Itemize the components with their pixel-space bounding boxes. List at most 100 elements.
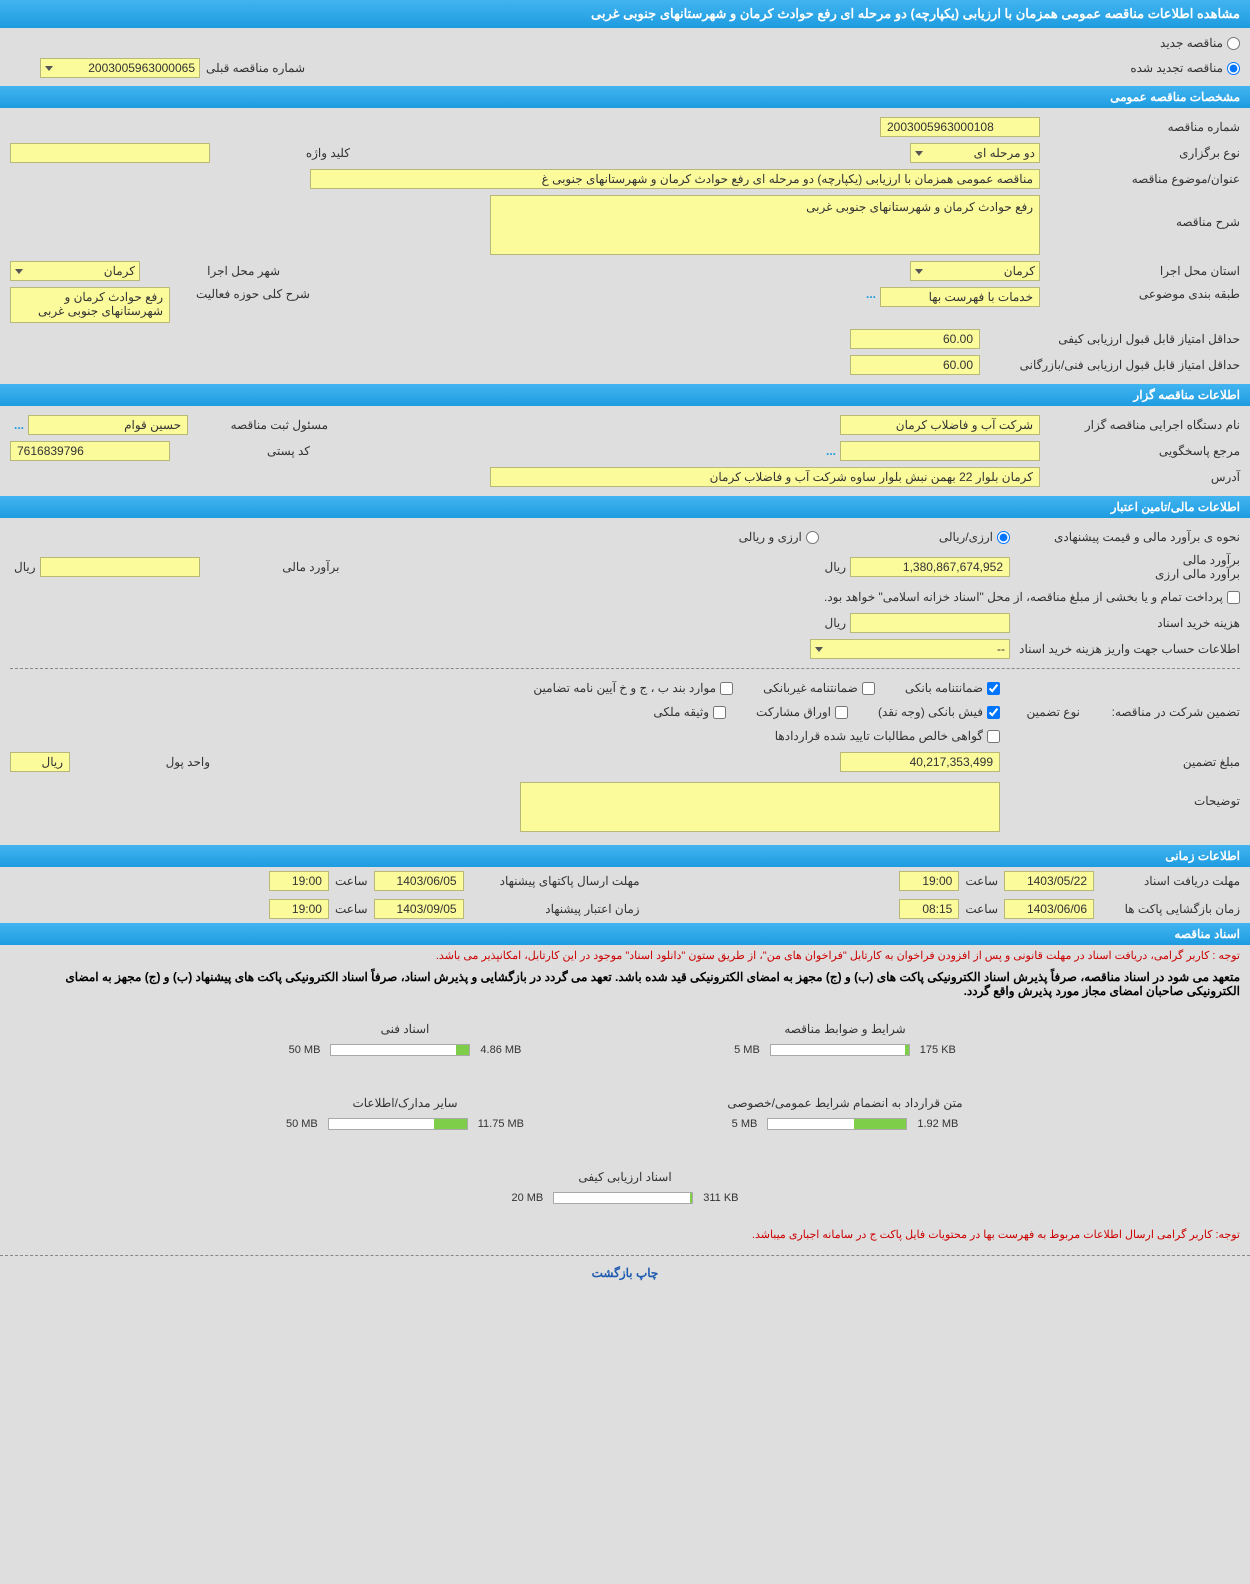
valid-date: 1403/09/05 [374,899,464,919]
open-label: زمان بازگشایی پاکت ها [1100,902,1240,916]
postal-field: 7616839796 [10,441,170,461]
type-label: نوع برگزاری [1040,146,1240,160]
chevron-down-icon [915,269,923,274]
radio-rial-label: ارزی/ریالی [939,530,993,544]
prev-number-value: 2003005963000065 [88,61,195,75]
file-block-4: اسناد ارزیابی کیفی 20 MB 311 KB [465,1170,785,1204]
currency-unit-label: واحد پول [70,755,210,769]
ref-field [840,441,1040,461]
city-select[interactable]: کرمان [10,261,140,281]
agency-label: نام دستگاه اجرایی مناقصه گزار [1040,418,1240,432]
cb-bank[interactable] [987,682,1000,695]
radio-new-tender[interactable] [1227,37,1240,50]
notice-3: توجه: کاربر گرامی ارسال اطلاعات مربوط به… [0,1224,1250,1245]
receive-time-label: ساعت [965,874,998,888]
prev-number-label: شماره مناقصه قبلی [206,61,305,75]
file-block-3: سایر مدارک/اطلاعات 50 MB 11.75 MB [245,1096,565,1130]
chevron-down-icon [915,151,923,156]
min-qual-field: 60.00 [850,329,980,349]
footer-print-back-link[interactable]: چاپ بازگشت [0,1255,1250,1290]
address-field: کرمان بلوار 22 بهمن نبش بلوار ساوه شرکت … [490,467,1040,487]
scope-label: شرح کلی حوزه فعالیت [170,287,310,301]
chevron-down-icon [45,66,53,71]
unit-rial-2: ریال [10,560,40,574]
file-max-0: 5 MB [734,1044,760,1056]
min-tech-label: حداقل امتیاز قابل قبول ارزیابی فنی/بازرگ… [980,358,1240,372]
cb-bonds-label: اوراق مشارکت [756,705,831,719]
category-field: خدمات با فهرست بها [880,287,1040,307]
account-select[interactable]: -- [810,639,1010,659]
guarantee-type-label: نوع تضمین [1000,705,1080,719]
cb-nonbank[interactable] [862,682,875,695]
est-rial-text: برآورد مالی [1183,553,1240,567]
section-general-header: مشخصات مناقصه عمومی [0,86,1250,108]
receive-label: مهلت دریافت اسناد [1100,874,1240,888]
section-docs-header: اسناد مناقصه [0,923,1250,945]
send-date: 1403/06/05 [374,871,464,891]
chevron-down-icon [15,269,23,274]
file-title-1: اسناد فنی [245,1022,565,1036]
valid-label: زمان اعتبار پیشنهاد [470,902,640,916]
valid-time: 19:00 [269,899,329,919]
city-value: کرمان [104,264,135,278]
account-value: -- [997,642,1005,656]
open-time-label: ساعت [965,902,998,916]
number-label: شماره مناقصه [1040,120,1240,134]
cb-items[interactable] [720,682,733,695]
register-dots-icon[interactable]: ... [10,418,28,432]
category-label: طبقه بندی موضوعی [1040,287,1240,301]
guarantee-label: تضمین شرکت در مناقصه: [1080,705,1240,719]
category-dots-icon[interactable]: ... [862,287,880,301]
file-title-2: متن قرارداد به انضمام شرایط عمومی/خصوصی [685,1096,1005,1110]
open-date: 1403/06/06 [1004,899,1094,919]
file-bar-2 [767,1118,907,1130]
ref-dots-icon[interactable]: ... [822,444,840,458]
account-label: اطلاعات حساب جهت واریز هزینه خرید اسناد [1010,642,1240,656]
cb-cash-label: فیش بانکی (وجه نقد) [878,705,983,719]
prev-number-select[interactable]: 2003005963000065 [40,58,200,78]
province-value: کرمان [1004,264,1035,278]
radio-renewed-tender[interactable] [1227,62,1240,75]
notice-1: توجه : کاربر گرامی، دریافت اسناد در مهلت… [0,945,1250,966]
page-title: مشاهده اطلاعات مناقصه عمومی همزمان با ار… [0,0,1250,28]
agency-field: شرکت آب و فاضلاب کرمان [840,415,1040,435]
number-field: 2003005963000108 [880,117,1040,137]
file-block-0: شرایط و ضوابط مناقصه 5 MB 175 KB [685,1022,1005,1056]
est-arz-text: برآورد مالی ارزی [1155,567,1240,581]
payment-note-text: پرداخت تمام و یا بخشی از مبلغ مناقصه، از… [824,590,1227,604]
file-used-0: 175 KB [920,1044,956,1056]
guarantee-amount-label: مبلغ تضمین [1000,755,1240,769]
section-timing-header: اطلاعات زمانی [0,845,1250,867]
province-select[interactable]: کرمان [910,261,1040,281]
cb-bank-label: ضمانتنامه بانکی [905,681,983,695]
file-max-3: 50 MB [286,1118,318,1130]
file-max-4: 20 MB [511,1192,543,1204]
cb-property[interactable] [713,706,726,719]
file-bar-4 [553,1192,693,1204]
file-title-4: اسناد ارزیابی کیفی [465,1170,785,1184]
doc-price-field [850,613,1010,633]
explain-textarea[interactable] [520,782,1000,832]
register-field: حسین قوام [28,415,188,435]
province-label: استان محل اجرا [1040,264,1240,278]
type-select[interactable]: دو مرحله ای [910,143,1040,163]
currency-unit-field: ریال [10,752,70,772]
radio-rial[interactable] [997,531,1010,544]
notice-2: متعهد می شود در اسناد مناقصه، صرفاً پذیر… [0,966,1250,1002]
cb-claims[interactable] [987,730,1000,743]
send-time: 19:00 [269,871,329,891]
unit-rial-1: ریال [820,560,850,574]
cb-nonbank-label: ضمانتنامه غیربانکی [763,681,858,695]
est2-field [40,557,200,577]
guarantee-amount-field: 40,217,353,499 [840,752,1000,772]
city-label: شهر محل اجرا [140,264,280,278]
separator [10,668,1240,669]
keyword-field[interactable] [10,143,210,163]
payment-note-checkbox[interactable] [1227,591,1240,604]
cb-bonds[interactable] [835,706,848,719]
radio-arz[interactable] [806,531,819,544]
cb-cash[interactable] [987,706,1000,719]
cb-claims-label: گواهی خالص مطالبات تایید شده قراردادها [775,729,983,743]
min-tech-field: 60.00 [850,355,980,375]
desc-textarea[interactable]: رفع حوادث کرمان و شهرستانهای جنوبی غربی [490,195,1040,255]
